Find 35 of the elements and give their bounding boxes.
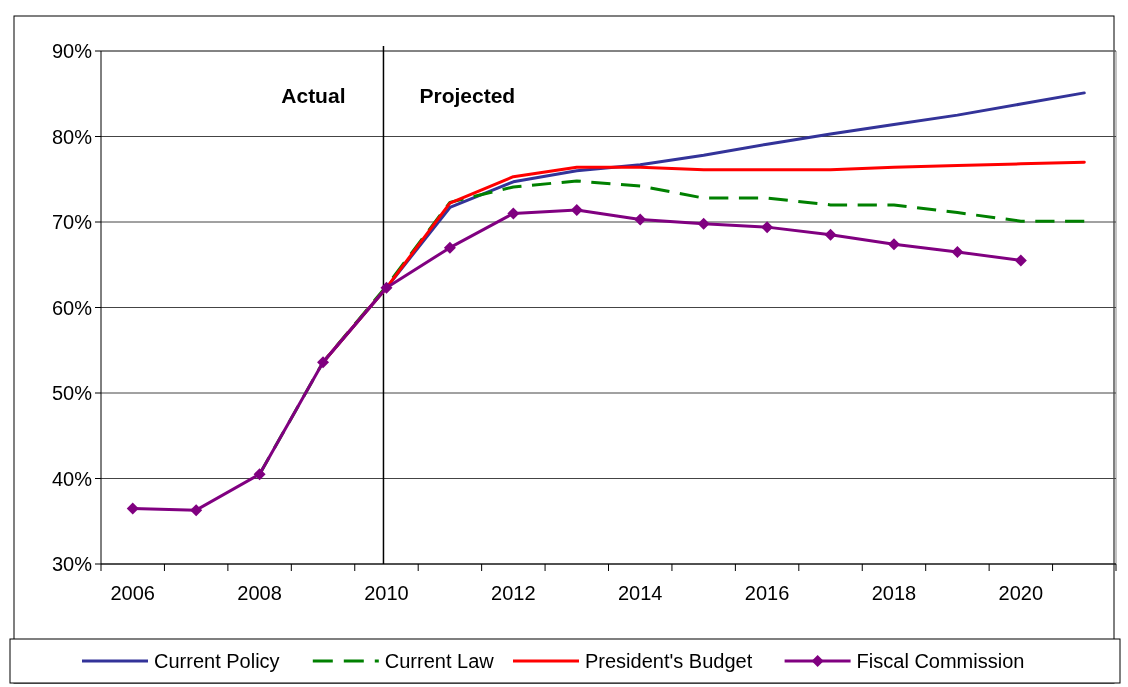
annotation: Projected bbox=[419, 84, 516, 107]
y-tick-label: 50% bbox=[51, 382, 93, 404]
annotation: Actual bbox=[281, 84, 346, 107]
point bbox=[951, 245, 964, 258]
x-tick-label: 2006 bbox=[110, 582, 155, 604]
point bbox=[824, 228, 837, 241]
x-tick-label: 2020 bbox=[998, 582, 1044, 604]
y-tick-label: 80% bbox=[51, 125, 93, 148]
point bbox=[887, 238, 900, 251]
point bbox=[634, 213, 647, 226]
legend-label: Current Law bbox=[384, 650, 495, 672]
x-tick-label: 2016 bbox=[744, 582, 790, 604]
point bbox=[126, 502, 139, 515]
y-tick-label: 90% bbox=[51, 40, 93, 62]
point bbox=[697, 217, 710, 230]
y-tick-label: 60% bbox=[51, 296, 93, 319]
legend-label: Current Policy bbox=[154, 650, 280, 672]
point bbox=[1014, 254, 1027, 267]
x-tick-label: 2008 bbox=[237, 582, 282, 604]
x-tick-label: 2014 bbox=[617, 582, 663, 604]
point bbox=[190, 504, 203, 517]
point bbox=[380, 281, 393, 294]
point bbox=[443, 241, 456, 254]
y-tick-label: 40% bbox=[51, 467, 93, 490]
x-tick-label: 2012 bbox=[491, 582, 536, 604]
x-tick-label: 2010 bbox=[364, 582, 409, 604]
x-tick-label: 2018 bbox=[871, 582, 917, 604]
legend-label: President's Budget bbox=[585, 650, 753, 672]
point bbox=[317, 356, 330, 369]
y-tick-label: 70% bbox=[51, 211, 93, 233]
legend-label: Fiscal Commission bbox=[856, 650, 1025, 672]
y-tick-label: 30% bbox=[51, 553, 93, 575]
point bbox=[761, 221, 774, 234]
point bbox=[507, 207, 520, 220]
point bbox=[253, 468, 266, 481]
